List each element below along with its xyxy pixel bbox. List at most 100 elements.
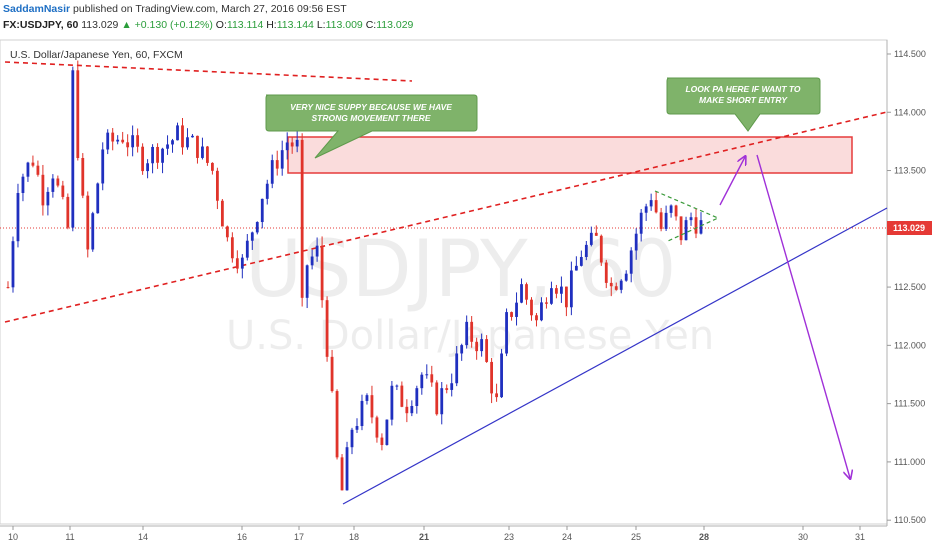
candle [76, 60, 80, 161]
candle [275, 150, 279, 176]
projection-arrow-down[interactable] [756, 154, 850, 478]
candle [425, 364, 429, 379]
candle [260, 198, 264, 229]
x-tick-label: 25 [631, 532, 641, 542]
candle [664, 205, 668, 232]
candle [649, 193, 653, 211]
candle [415, 385, 419, 414]
candle-body [520, 284, 523, 303]
y-tick-label: 112.500 [894, 282, 926, 292]
symbol-label[interactable]: FX:USDJPY, 60 [3, 19, 79, 31]
candle [156, 143, 159, 169]
candle [146, 159, 149, 179]
candle-body [215, 170, 219, 201]
candle [584, 240, 588, 261]
watermark-name: U.S. Dollar/Japanese Yen [226, 313, 714, 359]
candle [101, 142, 105, 191]
candle [6, 281, 10, 289]
candle [495, 383, 498, 402]
candle-body [684, 220, 688, 241]
candle-body [255, 222, 259, 233]
candle [555, 284, 558, 299]
candle-body [166, 144, 169, 149]
candle [31, 155, 35, 168]
candle-body [430, 374, 434, 383]
candle [624, 270, 628, 282]
candle-body [151, 146, 154, 164]
candle [375, 415, 379, 443]
candle [56, 175, 60, 188]
candle-body [525, 284, 528, 300]
candle-body [609, 282, 613, 287]
candle [365, 393, 369, 405]
candle-body [290, 142, 294, 147]
candle-body [21, 176, 25, 193]
callout-short-entry[interactable]: LOOK PA HERE IF WANT TO MAKE SHORT ENTRY [666, 77, 821, 132]
candle-body [550, 288, 553, 304]
price-axis[interactable]: 114.500 114.000 113.500 112.500 112.000 111.5… [887, 49, 926, 525]
candle [405, 399, 409, 423]
candle-body [335, 391, 339, 458]
candle [515, 292, 518, 326]
candle-body [420, 374, 424, 389]
candle [380, 433, 384, 451]
candle-body [71, 70, 75, 228]
candle-body [644, 206, 648, 213]
candle-body [320, 245, 324, 301]
up-triangle-icon: ▲ [121, 19, 132, 31]
projection-arrow-up[interactable] [719, 157, 745, 206]
candle-body [485, 339, 489, 362]
chart-subtitle: U.S. Dollar/Japanese Yen, 60, FXCM [10, 49, 183, 61]
last-price-tag-label: 113.029 [893, 223, 925, 233]
time-axis[interactable]: 10 11 14 16 17 18 21 23 24 25 28 30 31 [8, 526, 865, 542]
candle [420, 372, 424, 395]
callout-supply-line2: STRONG MOVEMENT THERE [311, 113, 430, 123]
supply-zone[interactable] [287, 136, 853, 174]
candle-body [225, 226, 229, 238]
open-label: O: [215, 19, 227, 31]
candle [230, 232, 234, 263]
candle-body [330, 356, 334, 392]
candle [510, 311, 513, 321]
candle-body [121, 139, 125, 143]
candle-body [66, 196, 70, 228]
candle [634, 228, 638, 260]
candle-body [300, 139, 304, 298]
candle-body [415, 388, 419, 406]
candle [325, 296, 329, 362]
candle-body [545, 302, 548, 304]
candle [699, 212, 703, 235]
candle [654, 191, 658, 214]
x-tick-label: 30 [798, 532, 808, 542]
x-tick-label: 31 [855, 532, 865, 542]
candle [46, 187, 50, 216]
candle-body [230, 237, 234, 259]
candle [669, 204, 673, 218]
triangle-pattern[interactable] [654, 190, 720, 242]
candle-body [599, 235, 603, 263]
support-trendline[interactable] [342, 207, 888, 505]
candle [370, 385, 374, 424]
channel-trendline[interactable] [4, 111, 888, 323]
x-tick-label: 28 [699, 532, 709, 542]
resistance-trendline[interactable] [4, 61, 413, 82]
candle-body [171, 140, 174, 145]
candle [679, 216, 683, 245]
candle [440, 382, 444, 425]
candle [250, 231, 254, 250]
candle [684, 216, 688, 241]
candle-body [6, 287, 10, 289]
candle-body [674, 205, 678, 217]
candle-body [26, 162, 30, 177]
candle [206, 145, 209, 166]
callout-supply[interactable]: VERY NICE SUPPY BECAUSE WE HAVE STRONG M… [265, 94, 478, 159]
candle [400, 381, 404, 408]
candle-body [310, 256, 314, 266]
author-link[interactable]: SaddamNasir [3, 3, 71, 15]
candle [86, 191, 90, 258]
candle [161, 147, 164, 174]
candle-body [594, 232, 598, 236]
candle-body [654, 200, 658, 213]
candle [609, 277, 613, 297]
